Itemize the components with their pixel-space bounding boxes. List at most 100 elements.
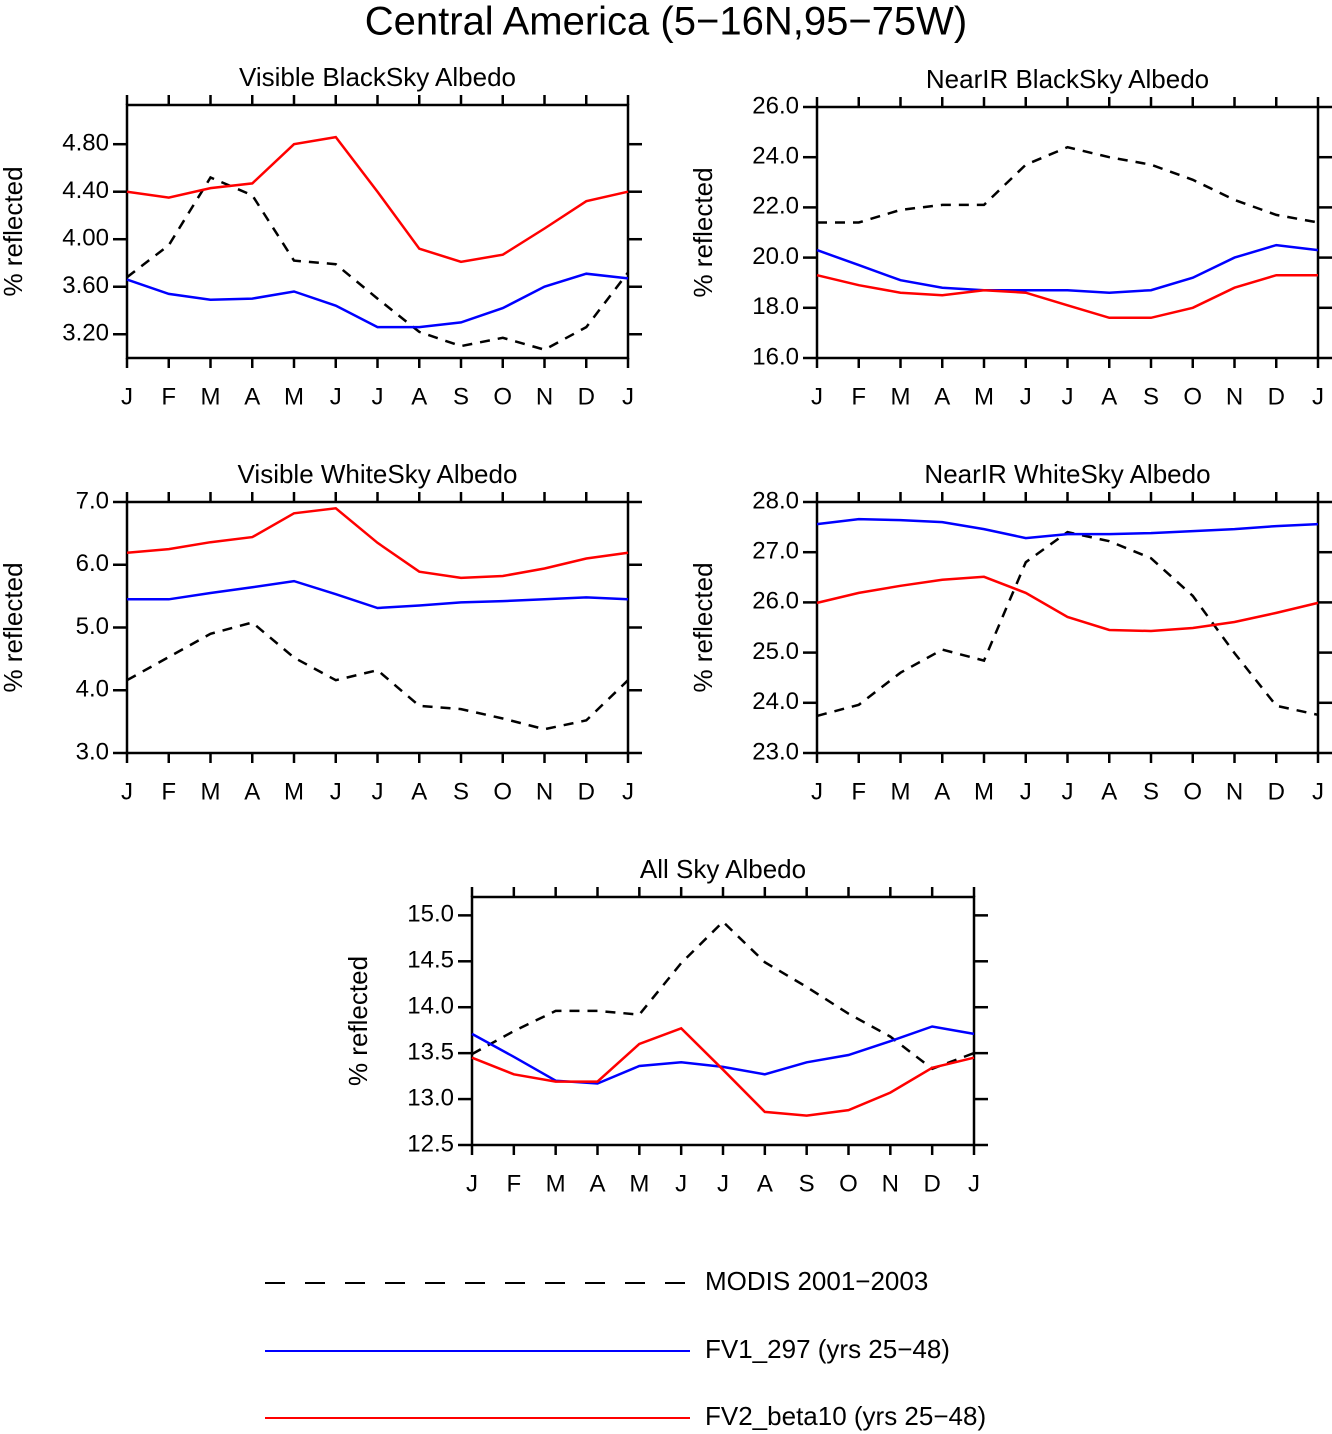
x-tick-label: A (1101, 383, 1117, 410)
x-tick-label: N (1226, 383, 1243, 410)
x-tick-label: S (1143, 778, 1159, 805)
y-axis-label: % reflected (688, 167, 718, 297)
x-tick-label: S (453, 778, 469, 805)
x-tick-label: A (411, 778, 427, 805)
y-axis-label: % reflected (0, 166, 28, 296)
y-tick-label: 20.0 (752, 243, 799, 270)
series-line (816, 575, 1319, 633)
plot-frame (470, 895, 976, 1147)
x-tick-label: A (244, 383, 260, 410)
x-tick-label: S (799, 1170, 815, 1197)
y-tick-label: 6.0 (76, 550, 109, 577)
y-tick-label: 4.0 (76, 676, 109, 703)
x-tick-label: M (201, 383, 221, 410)
legend-label: MODIS 2001−2003 (705, 1266, 928, 1296)
x-tick-label: J (1312, 778, 1324, 805)
y-tick-label: 12.5 (407, 1130, 454, 1157)
y-tick-label: 26.0 (752, 92, 799, 119)
x-tick-label: A (934, 778, 950, 805)
plot-frame (125, 103, 630, 360)
x-tick-label: J (1062, 383, 1074, 410)
x-tick-label: O (1183, 778, 1202, 805)
y-tick-label: 16.0 (752, 343, 799, 370)
y-axis-label: % reflected (343, 956, 373, 1086)
y-tick-label: 28.0 (752, 487, 799, 514)
x-tick-label: F (851, 383, 866, 410)
x-tick-label: F (161, 778, 176, 805)
panel-title: All Sky Albedo (640, 854, 806, 884)
panel-title: Visible BlackSky Albedo (239, 62, 516, 92)
y-tick-label: 5.0 (76, 613, 109, 640)
series-line (471, 920, 975, 1071)
y-tick-label: 4.40 (62, 177, 109, 204)
plot-frame (815, 105, 1320, 360)
series-line (126, 621, 629, 731)
x-tick-label: J (1020, 778, 1032, 805)
legend-label: FV1_297 (yrs 25−48) (705, 1334, 950, 1364)
y-tick-label: 24.0 (752, 143, 799, 170)
series-line (816, 273, 1318, 320)
y-axis-label: % reflected (688, 562, 718, 692)
x-tick-label: O (493, 778, 512, 805)
x-tick-label: D (1268, 778, 1285, 805)
y-tick-label: 3.20 (62, 320, 109, 347)
x-tick-label: O (1183, 383, 1202, 410)
y-tick-label: 23.0 (752, 738, 799, 765)
x-tick-label: A (411, 383, 427, 410)
x-tick-label: M (629, 1170, 649, 1197)
legend-label: FV2_beta10 (yrs 25−48) (705, 1401, 986, 1431)
y-tick-label: 14.5 (407, 947, 454, 974)
series-line (816, 243, 1319, 294)
y-tick-label: 27.0 (752, 538, 799, 565)
x-tick-label: J (372, 778, 384, 805)
x-tick-label: M (201, 778, 221, 805)
x-tick-label: A (757, 1170, 773, 1197)
series-line (816, 530, 1319, 718)
y-tick-label: 24.0 (752, 688, 799, 715)
y-tick-label: 22.0 (752, 193, 799, 220)
x-tick-label: J (1062, 778, 1074, 805)
x-tick-label: M (284, 383, 304, 410)
x-tick-label: D (578, 778, 595, 805)
x-tick-label: J (121, 778, 133, 805)
x-tick-label: N (1226, 778, 1243, 805)
x-tick-label: J (1020, 383, 1032, 410)
x-tick-label: J (968, 1170, 980, 1197)
y-axis-label: % reflected (0, 562, 28, 692)
x-tick-label: A (244, 778, 260, 805)
panel-title: NearIR WhiteSky Albedo (924, 459, 1210, 489)
x-tick-label: N (536, 778, 553, 805)
series-line (126, 135, 629, 264)
y-tick-label: 25.0 (752, 638, 799, 665)
series-line (126, 506, 629, 580)
x-tick-label: D (1268, 383, 1285, 410)
x-tick-label: F (506, 1170, 521, 1197)
plot-frame (815, 500, 1320, 755)
x-tick-label: M (974, 383, 994, 410)
x-tick-label: J (622, 383, 634, 410)
x-tick-label: M (891, 383, 911, 410)
series-line (126, 175, 629, 352)
series-line (126, 272, 629, 329)
series-line (471, 1026, 975, 1117)
x-tick-label: J (330, 383, 342, 410)
x-tick-label: O (839, 1170, 858, 1197)
y-tick-label: 13.0 (407, 1084, 454, 1111)
y-tick-label: 26.0 (752, 588, 799, 615)
x-tick-label: S (453, 383, 469, 410)
y-tick-label: 15.0 (407, 901, 454, 928)
y-tick-label: 4.00 (62, 225, 109, 252)
x-tick-label: M (891, 778, 911, 805)
x-tick-label: F (161, 383, 176, 410)
x-tick-label: J (717, 1170, 729, 1197)
x-tick-label: J (675, 1170, 687, 1197)
x-tick-label: F (851, 778, 866, 805)
series-line (471, 1025, 975, 1085)
x-tick-label: J (811, 778, 823, 805)
x-tick-label: D (578, 383, 595, 410)
series-line (816, 517, 1319, 540)
y-tick-label: 18.0 (752, 293, 799, 320)
x-tick-label: A (589, 1170, 605, 1197)
x-tick-label: M (974, 778, 994, 805)
